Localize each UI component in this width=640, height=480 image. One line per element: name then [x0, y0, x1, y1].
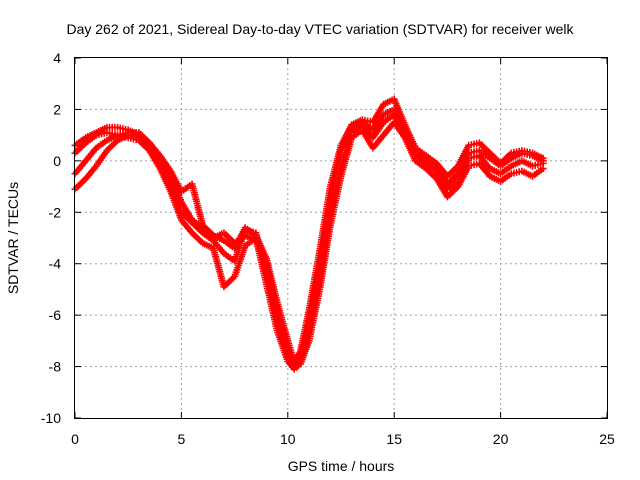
x-tick-label: 20 [493, 431, 509, 447]
y-tick-label: -8 [49, 359, 62, 375]
x-tick-label: 25 [599, 431, 615, 447]
series-track-4 [71, 95, 547, 365]
x-tick-label: 15 [386, 431, 402, 447]
data-points [71, 95, 547, 373]
plot-frame [74, 57, 608, 419]
data-point [539, 154, 547, 162]
y-tick-label: -4 [49, 256, 62, 272]
x-tick-label: 5 [178, 431, 186, 447]
x-tick-label: 10 [280, 431, 296, 447]
y-tick-label: 2 [53, 101, 61, 117]
y-tick-label: 0 [53, 153, 61, 169]
y-tick-label: -2 [49, 204, 62, 220]
x-tick-label: 0 [71, 431, 79, 447]
y-tick-label: -6 [49, 307, 62, 323]
x-axis-title: GPS time / hours [288, 458, 395, 474]
chart-title: Day 262 of 2021, Sidereal Day-to-day VTE… [66, 21, 574, 37]
y-axis-title: SDTVAR / TECUs [5, 182, 21, 294]
y-tick-label: 4 [53, 50, 61, 66]
grid [75, 58, 607, 418]
series-track-3 [71, 111, 547, 371]
y-tick-label: -10 [41, 410, 61, 426]
